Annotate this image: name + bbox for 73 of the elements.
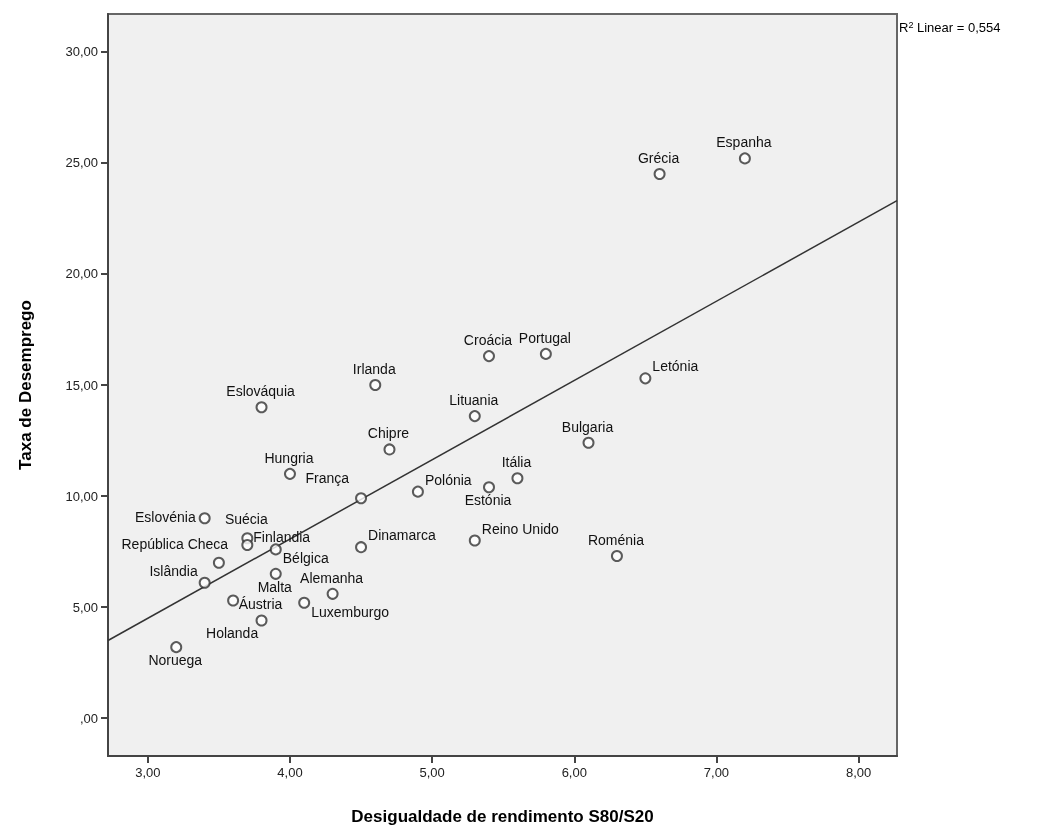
point <box>298 596 311 609</box>
point <box>355 492 368 505</box>
annotation: República Checa <box>121 535 229 552</box>
annotation: Eslovénia <box>134 508 196 525</box>
annotation: Dinamarca <box>368 527 436 544</box>
x-tick-label: 3,00 <box>135 765 161 780</box>
x-tick-label: 8,00 <box>845 765 872 780</box>
point <box>383 443 396 456</box>
point <box>610 550 623 563</box>
point <box>582 436 595 449</box>
annotation: Bélgica <box>282 550 329 567</box>
annotation: Alemanha <box>300 569 364 586</box>
annotation: Reino Unido <box>481 520 560 537</box>
point <box>170 641 183 654</box>
annotation: Eslováquia <box>226 383 295 400</box>
annotation: Espanha <box>716 134 772 151</box>
point <box>511 472 524 485</box>
y-tick-label: 30,00 <box>65 44 98 60</box>
annotation: Suécia <box>224 510 268 527</box>
point <box>227 594 240 607</box>
x-tick-label: 5,00 <box>419 765 445 780</box>
annotation: Itália <box>501 454 532 471</box>
point <box>355 541 368 554</box>
point <box>269 567 282 580</box>
point <box>369 379 382 391</box>
annotation: Bulgaria <box>561 418 614 435</box>
point <box>326 587 339 600</box>
annotation: Estónia <box>464 492 512 509</box>
point <box>483 350 495 363</box>
annotation: Lituania <box>449 392 499 409</box>
y-tick-label: 5,00 <box>72 599 98 615</box>
point <box>255 401 268 414</box>
annotation: Irlanda <box>352 361 396 377</box>
point <box>653 167 666 180</box>
annotation: Letónia <box>652 358 699 375</box>
annotation: Polónia <box>424 471 472 488</box>
y-tick-label: 10,00 <box>65 488 98 504</box>
y-tick-label: 25,00 <box>65 155 98 171</box>
x-tick-label: 6,00 <box>561 765 587 780</box>
x-tick-label: 4,00 <box>277 765 303 780</box>
point <box>468 534 481 547</box>
annotation: Luxemburgo <box>311 603 390 620</box>
annotation: Grécia <box>637 149 680 166</box>
x-tick-label: 7,00 <box>703 765 730 780</box>
annotation: França <box>305 470 350 487</box>
point <box>212 556 225 569</box>
point <box>411 485 424 498</box>
annotation: Noruega <box>148 652 203 669</box>
annotation: Holanda <box>206 625 259 642</box>
point <box>283 467 296 480</box>
annotation: Malta <box>257 578 293 595</box>
point <box>468 410 481 423</box>
annotation: Hungria <box>264 449 314 466</box>
point <box>269 543 282 556</box>
y-tick-label: ,00 <box>79 710 98 726</box>
annotation: Roménia <box>587 532 645 549</box>
point <box>255 614 268 627</box>
point <box>639 372 652 385</box>
annotation: Islândia <box>149 562 198 579</box>
point <box>738 152 751 165</box>
point <box>241 538 254 551</box>
annotation: Croácia <box>463 332 513 349</box>
annotation: Áustria <box>238 596 283 613</box>
annotation: Portugal <box>518 329 571 346</box>
point <box>198 576 211 589</box>
point <box>483 481 495 494</box>
y-tick-label: 20,00 <box>65 266 98 282</box>
y-axis-title: Taxa de Desemprego <box>16 300 35 470</box>
x-axis-title: Desigualdade de rendimento S80/S20 <box>351 807 654 826</box>
point <box>198 512 211 525</box>
y-tick-label: 15,00 <box>65 377 98 393</box>
point <box>539 347 552 360</box>
annotation: Chipre <box>367 425 410 442</box>
